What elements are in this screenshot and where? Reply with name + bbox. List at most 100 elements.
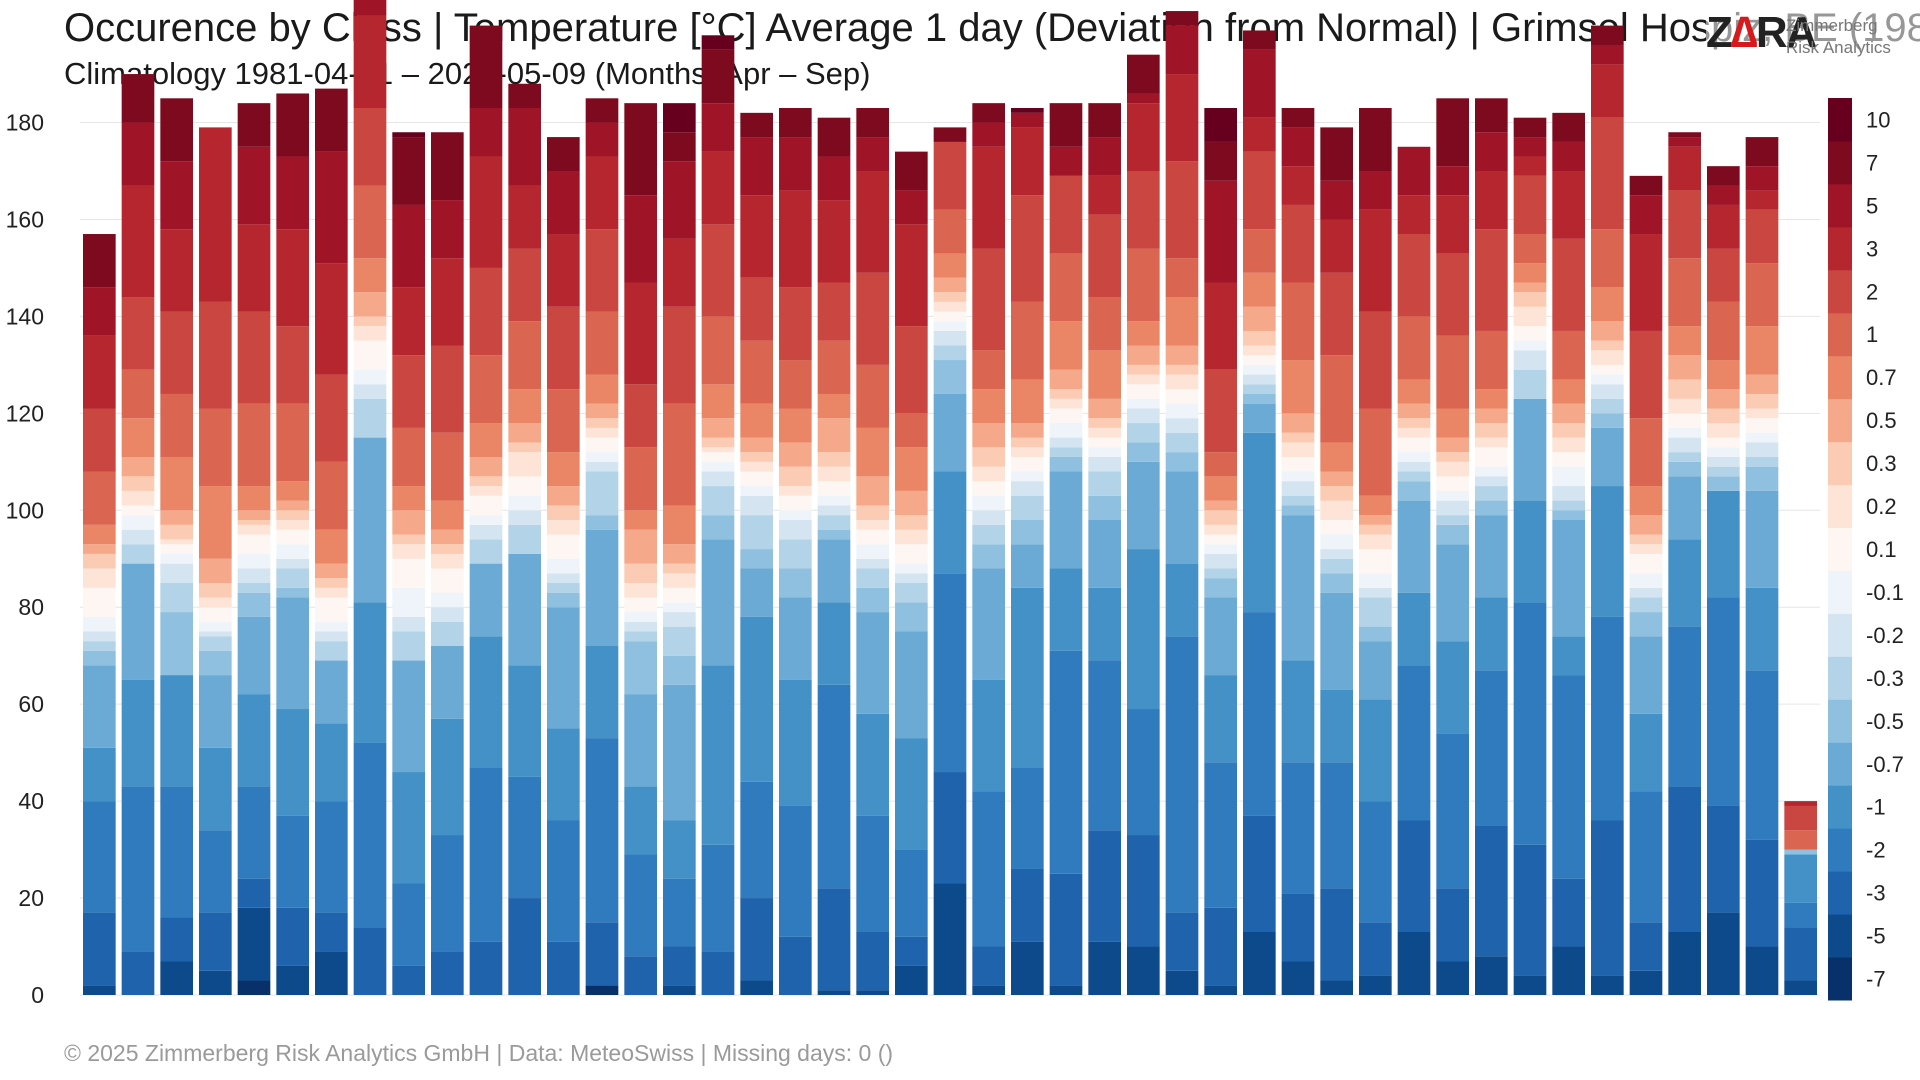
bar-segment [1165,389,1199,404]
bar-segment [83,553,116,569]
bar-segment [1668,437,1701,453]
bar-segment [1281,505,1315,516]
bar-segment [1552,403,1585,424]
bar-segment [353,369,387,385]
bar-segment [1204,282,1237,370]
bar-segment [353,742,387,928]
bar-segment [1513,282,1547,293]
bar-segment [740,616,773,782]
bar-segment [431,200,464,259]
bar-segment [199,583,232,598]
bar-segment [1784,801,1817,806]
bar-segment [83,568,116,588]
bar-segment [1204,568,1237,579]
bar-segment [199,301,232,409]
bar-segment [1359,311,1392,409]
bar-segment [1707,423,1740,438]
bar-segment [1281,660,1315,763]
bar-segment [1436,335,1469,409]
bar-segment [276,544,309,559]
bar-segment [469,456,503,477]
bar-segment [469,108,503,157]
bar-stack-1983 [160,98,193,995]
bar-stack-2009 [1165,11,1199,995]
bar-segment [1475,597,1508,671]
bar-segment [1745,432,1779,443]
bar-segment [1204,907,1237,986]
bar-segment [1127,364,1160,375]
bar-segment [1243,30,1276,50]
bar-segment [933,301,967,312]
bar-segment [972,350,1005,390]
bar-segment [933,573,967,773]
bar-segment [121,679,155,787]
bar-segment [1707,248,1740,302]
bar-segment [237,786,271,879]
bar-segment [276,500,309,511]
bar-segment [315,88,348,152]
bar-segment [1436,641,1469,734]
bar-segment [624,786,657,855]
colorbar-label: -7 [1866,967,1886,992]
bar-segment [237,103,271,147]
bar-segment [1127,442,1160,462]
bar-segment [1668,398,1701,414]
bar-segment [585,98,619,123]
bar-segment [1707,476,1740,491]
bar-segment [1475,229,1508,331]
bar-segment [1745,137,1779,167]
bar-segment [779,287,812,361]
bar-segment [1552,486,1585,501]
bar-stack-1987 [315,88,348,995]
bar-segment [1591,229,1624,288]
bar-segment [1359,515,1392,525]
bar-segment [1552,238,1585,331]
bar-segment [1281,495,1315,506]
bar-segment [933,772,967,884]
colorbar-label: 0.2 [1866,494,1897,519]
bar-segment [160,553,193,564]
bar-segment [1011,456,1044,472]
bar-segment [237,878,271,908]
bar-segment [237,980,271,995]
bar-segment [1281,108,1315,128]
bar-segment [508,495,541,511]
bar-segment [1088,437,1121,448]
bar-segment [779,408,812,443]
bar-segment [1397,931,1431,995]
bar-segment [1591,64,1624,118]
bar-segment [1475,956,1508,995]
bar-segment [740,486,773,496]
bar-segment [1320,689,1353,763]
bar-segment [933,330,967,346]
bar-stack-1997 [701,35,735,995]
bar-segment [1629,597,1663,613]
bar-segment [276,529,309,545]
bar-segment [1629,713,1663,792]
bar-segment [1281,282,1315,361]
bar-segment [1204,578,1237,598]
bar-segment [1204,476,1237,501]
bar-segment [1707,456,1740,467]
bar-segment [856,558,889,569]
bar-segment [160,524,193,540]
bar-segment [933,321,967,331]
bar-segment [83,650,116,666]
bar-segment [431,258,464,346]
bar-segment [353,185,387,259]
bar-segment [237,510,271,520]
bar-segment [740,515,773,550]
bar-segment [1436,253,1469,336]
bar-segment [160,161,193,230]
bar-segment [1165,297,1199,346]
bar-segment [276,965,309,995]
bar-segment [1436,524,1469,545]
colorbar-label: 7 [1866,150,1878,175]
bar-segment [1745,418,1779,433]
bar-segment [1591,616,1624,821]
bar-segment [1320,549,1353,559]
bar-segment [701,844,735,952]
bar-segment [1243,229,1276,273]
bar-segment [1204,675,1237,763]
bar-segment [83,801,116,913]
